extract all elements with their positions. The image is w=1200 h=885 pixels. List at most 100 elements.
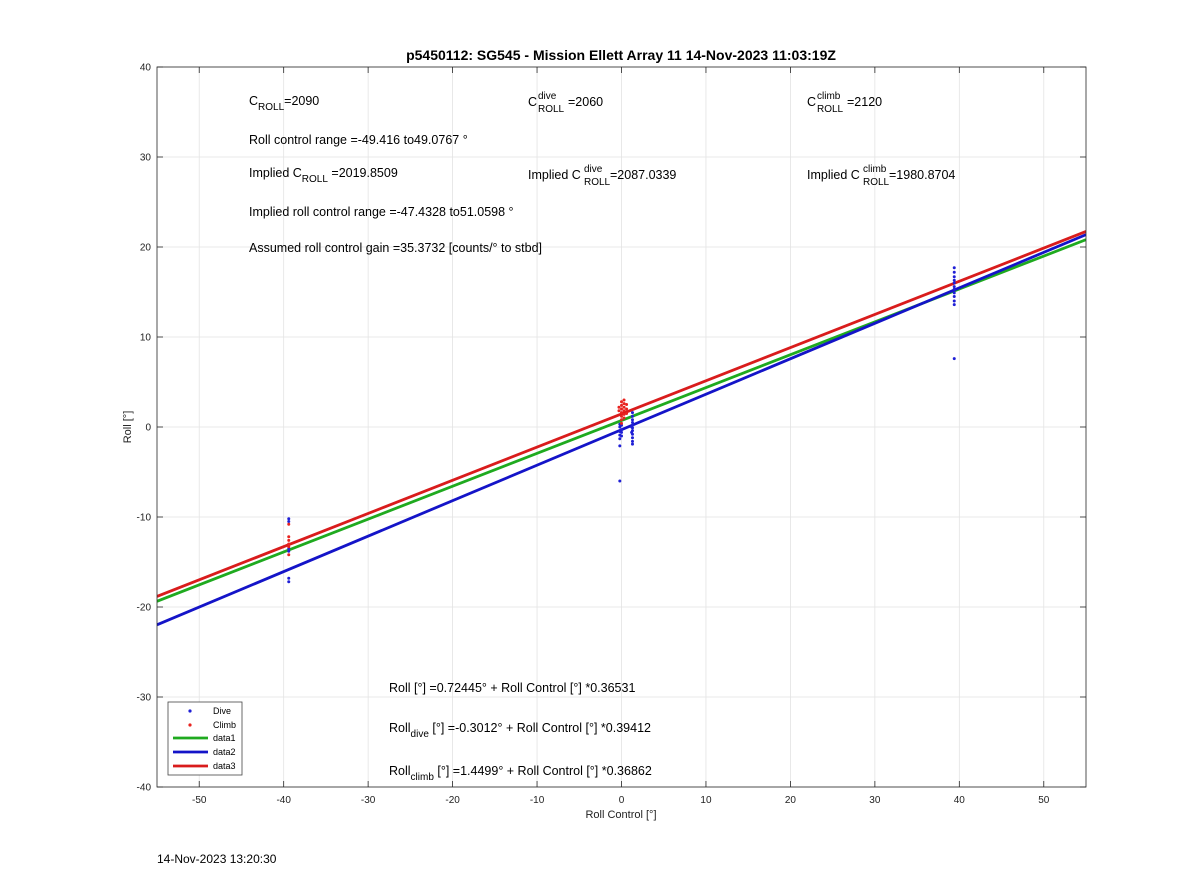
- annotation-c-roll: CROLL=2090: [249, 94, 319, 113]
- svg-text:climb: climb: [863, 164, 887, 175]
- point-climb: [617, 405, 621, 409]
- svg-text:Implied C: Implied C: [528, 168, 581, 182]
- point-dive: [287, 549, 291, 553]
- x-tick-label: -30: [361, 795, 376, 806]
- legend-marker-dive: [188, 709, 192, 713]
- y-axis-label: Roll [°]: [122, 411, 134, 444]
- point-dive: [630, 421, 634, 424]
- point-climb: [287, 522, 291, 526]
- point-climb: [625, 403, 629, 406]
- point-dive: [287, 520, 291, 523]
- point-climb: [625, 412, 629, 415]
- point-dive: [620, 434, 623, 438]
- point-climb: [622, 398, 626, 402]
- point-dive: [952, 285, 956, 289]
- annotation-implied-c-roll: Implied CROLL =2019.8509: [249, 166, 398, 185]
- annotation-fit-dive: Rolldive [°] =-0.3012° + Roll Control [°…: [389, 721, 651, 740]
- point-climb: [287, 545, 291, 549]
- point-dive: [620, 430, 623, 434]
- x-tick-label: -20: [445, 795, 460, 806]
- timestamp: 14-Nov-2023 13:20:30: [157, 852, 277, 866]
- point-climb: [622, 412, 626, 416]
- legend-label-data3: data3: [213, 761, 236, 771]
- x-tick-label: 40: [954, 795, 966, 806]
- point-dive: [952, 303, 956, 307]
- point-dive: [630, 439, 634, 443]
- annotation-c-roll-climb: C climb ROLL =2120: [807, 91, 882, 115]
- point-dive: [952, 291, 956, 295]
- point-climb: [625, 407, 629, 411]
- point-dive: [630, 430, 634, 434]
- y-tick-label: -40: [137, 783, 152, 794]
- svg-text:dive: dive: [584, 164, 603, 175]
- point-dive: [287, 580, 291, 584]
- point-climb: [617, 409, 621, 413]
- annotation-roll-control-range: Roll control range =-49.416 to49.0767 °: [249, 133, 468, 147]
- point-dive: [952, 266, 956, 270]
- point-climb: [287, 535, 291, 539]
- point-climb: [620, 411, 623, 415]
- annotation-implied-range: Implied roll control range =-47.4328 to5…: [249, 205, 514, 219]
- point-climb: [620, 400, 623, 404]
- point-dive: [630, 414, 634, 418]
- point-dive: [287, 576, 291, 580]
- legend-marker-climb: [188, 723, 192, 727]
- y-tick-label: 20: [140, 243, 152, 254]
- point-dive: [618, 437, 622, 441]
- point-dive: [952, 270, 956, 274]
- y-tick-label: 40: [140, 63, 152, 74]
- svg-text:=2087.0339: =2087.0339: [610, 168, 676, 182]
- annotation-gain: Assumed roll control gain =35.3732 [coun…: [249, 241, 542, 255]
- axis-ticks: -50 -40 -30 -20 -10 0 10 20 30 40 50 -40 -30 -20 -10 0 1…: [137, 63, 1086, 806]
- svg-text:climb: climb: [817, 91, 841, 102]
- point-climb: [620, 403, 623, 407]
- y-tick-label: -10: [137, 513, 152, 524]
- point-climb: [620, 421, 623, 425]
- svg-text:ROLL: ROLL: [817, 104, 844, 115]
- annotation-implied-c-roll-climb: Implied C climb ROLL =1980.8704: [807, 164, 955, 188]
- svg-text:ROLL: ROLL: [584, 177, 611, 188]
- svg-text:=2060: =2060: [568, 95, 603, 109]
- annotation-c-roll-dive: C dive ROLL =2060: [528, 91, 603, 115]
- x-tick-label: 0: [619, 795, 625, 806]
- y-tick-label: 30: [140, 153, 152, 164]
- point-climb: [287, 542, 291, 546]
- chart-title: p5450112: SG545 - Mission Ellett Array 1…: [406, 47, 836, 63]
- point-dive: [618, 444, 622, 448]
- point-climb: [620, 418, 623, 422]
- point-dive: [952, 287, 956, 291]
- svg-text:dive: dive: [538, 91, 557, 102]
- point-dive: [952, 357, 956, 361]
- point-dive: [287, 517, 291, 521]
- point-dive: [630, 442, 634, 446]
- legend-label-data1: data1: [213, 733, 236, 743]
- svg-text:Implied C: Implied C: [807, 168, 860, 182]
- point-dive: [952, 278, 956, 282]
- svg-text:ROLL: ROLL: [863, 177, 890, 188]
- x-tick-label: -40: [276, 795, 291, 806]
- point-dive: [630, 418, 634, 422]
- x-tick-label: -50: [192, 795, 207, 806]
- point-dive: [630, 425, 634, 429]
- x-tick-label: 20: [785, 795, 797, 806]
- svg-text:=1980.8704: =1980.8704: [889, 168, 955, 182]
- point-dive: [630, 436, 634, 440]
- svg-text:C: C: [528, 95, 537, 109]
- legend-label-dive: Dive: [213, 706, 231, 716]
- point-climb: [622, 409, 626, 413]
- x-tick-label: -10: [530, 795, 545, 806]
- point-climb: [622, 402, 626, 406]
- point-dive: [620, 428, 623, 432]
- x-tick-label: 50: [1038, 795, 1050, 806]
- point-climb: [622, 416, 626, 420]
- x-axis-label: Roll Control [°]: [585, 809, 656, 821]
- y-tick-label: 0: [145, 423, 151, 434]
- scatter-points: [287, 266, 956, 584]
- point-dive: [952, 275, 956, 279]
- legend-label-climb: Climb: [213, 720, 236, 730]
- point-climb: [620, 407, 623, 411]
- point-climb: [287, 553, 291, 557]
- point-dive: [952, 299, 956, 303]
- x-tick-label: 10: [700, 795, 712, 806]
